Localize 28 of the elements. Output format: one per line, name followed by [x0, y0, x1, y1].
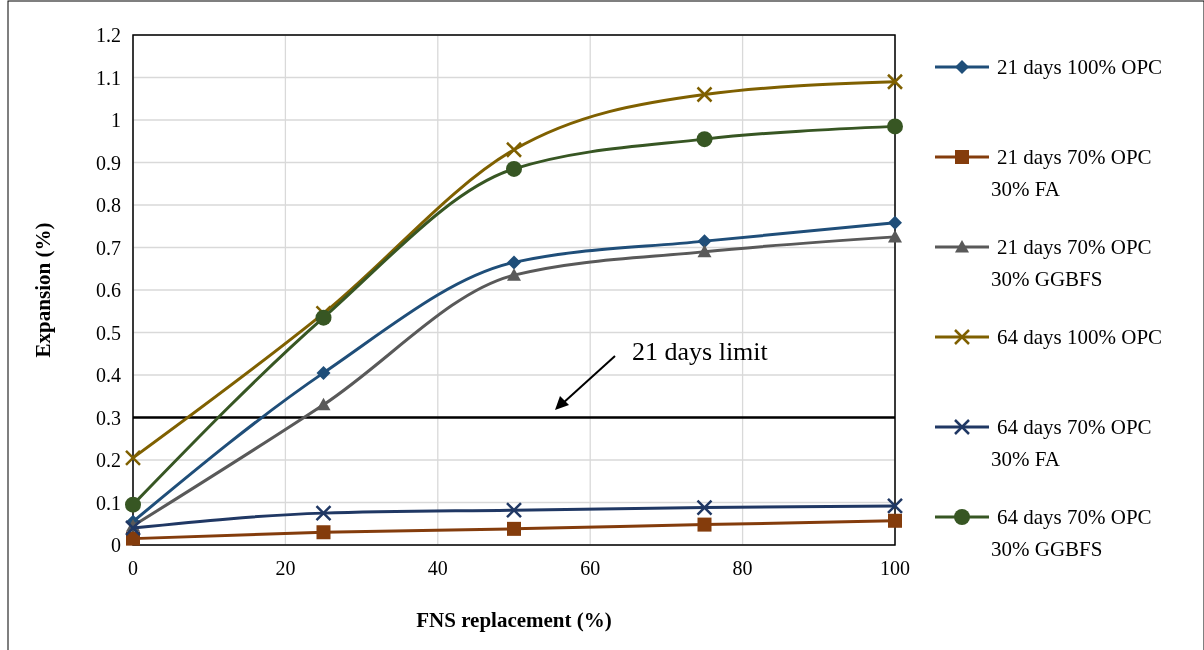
- y-tick-label: 0.9: [96, 151, 121, 174]
- x-axis-title: FNS replacement (%): [416, 608, 612, 632]
- x-tick-label: 80: [732, 557, 753, 579]
- y-tick-label: 0.8: [96, 194, 121, 216]
- legend-label: 21 days 70% OPC 30% GGBFS: [991, 235, 1152, 291]
- legend-label: 64 days 70% OPC 30% GGBFS: [991, 505, 1152, 561]
- y-tick-label: 0: [111, 534, 121, 556]
- legend-label: 21 days 100% OPC: [997, 55, 1163, 80]
- x-tick-label: 20: [275, 557, 296, 579]
- y-tick-label: 0.6: [96, 279, 121, 301]
- y-tick-label: 1: [111, 109, 121, 131]
- y-tick-label: 0.1: [96, 491, 121, 514]
- y-axis-title: Expansion (%): [31, 222, 55, 358]
- y-tick-label: 0.5: [96, 321, 121, 344]
- legend-label: 21 days 70% OPC 30% FA: [991, 145, 1152, 201]
- x-tick-label: 0: [128, 557, 138, 579]
- x-tick-label: 100: [880, 557, 910, 579]
- legend-label: 64 days 100% OPC: [997, 325, 1163, 350]
- x-tick-label: 60: [580, 557, 601, 579]
- y-tick-label: 0.7: [96, 236, 121, 259]
- legend-label: 64 days 70% OPC 30% FA: [991, 415, 1152, 471]
- ref-line-label: 21 days limit: [632, 337, 769, 366]
- y-tick-label: 0.4: [96, 364, 121, 386]
- y-tick-label: 0.2: [96, 449, 121, 471]
- y-tick-label: 1.1: [96, 66, 121, 89]
- y-tick-label: 1.2: [96, 24, 121, 46]
- x-tick-label: 40: [427, 557, 448, 579]
- y-tick-label: 0.3: [96, 406, 121, 429]
